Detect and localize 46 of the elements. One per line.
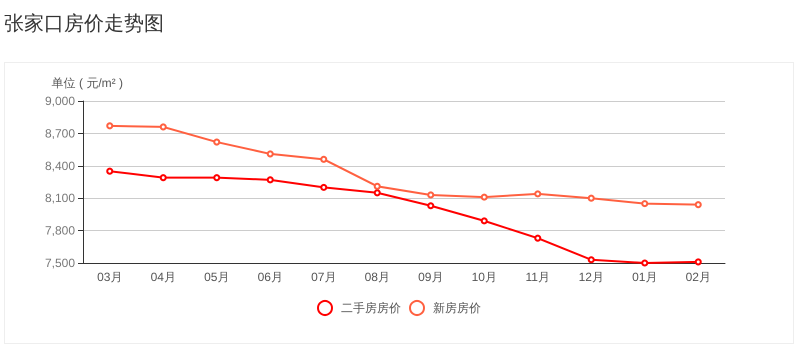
point [160,174,167,182]
x-tick-label: 11月 [526,270,550,284]
y-tick-label: 8,100 [44,191,76,206]
point [694,258,702,266]
legend-label: 二手房房价 [341,301,401,315]
x-tick-label: 10月 [472,270,497,284]
chart-title: 张家口房价走势图 [4,10,164,37]
point [320,156,328,163]
point [320,184,328,191]
point [213,138,220,146]
point [588,194,595,202]
y-tick-label: 7,800 [44,224,76,238]
point [266,176,274,184]
point [266,150,274,158]
point [213,174,220,182]
y-tick-label: 7,500 [44,256,76,270]
point [374,182,381,190]
x-tick-label: 07月 [311,270,336,284]
point [160,123,167,130]
x-tick-label: 05月 [204,270,230,284]
y-tick-label: 8,400 [44,158,76,173]
y-tick-label: 8,700 [44,126,76,140]
x-tick-label: 01月 [632,270,658,284]
legend-label: 新房房价 [433,301,481,315]
point [106,122,114,130]
point [480,217,488,224]
point [374,189,381,196]
point [427,191,434,198]
y-axis-title: 单位 ( 元/m² ) [52,76,123,90]
point [534,234,542,242]
point [106,168,114,175]
x-tick-label: 09月 [418,270,444,284]
x-tick-label: 02月 [686,270,711,284]
x-tick-label: 03月 [97,270,122,284]
point [641,200,648,208]
x-tick-label: 04月 [150,270,176,284]
point [641,260,648,266]
point [427,202,434,210]
y-tick-label: 9,000 [44,94,76,108]
point [588,256,595,264]
x-tick-label: 08月 [364,270,390,284]
point [694,201,702,208]
x-tick-label: 12月 [578,270,604,284]
point [480,194,488,201]
x-tick-label: 06月 [258,270,283,284]
point [534,190,542,198]
